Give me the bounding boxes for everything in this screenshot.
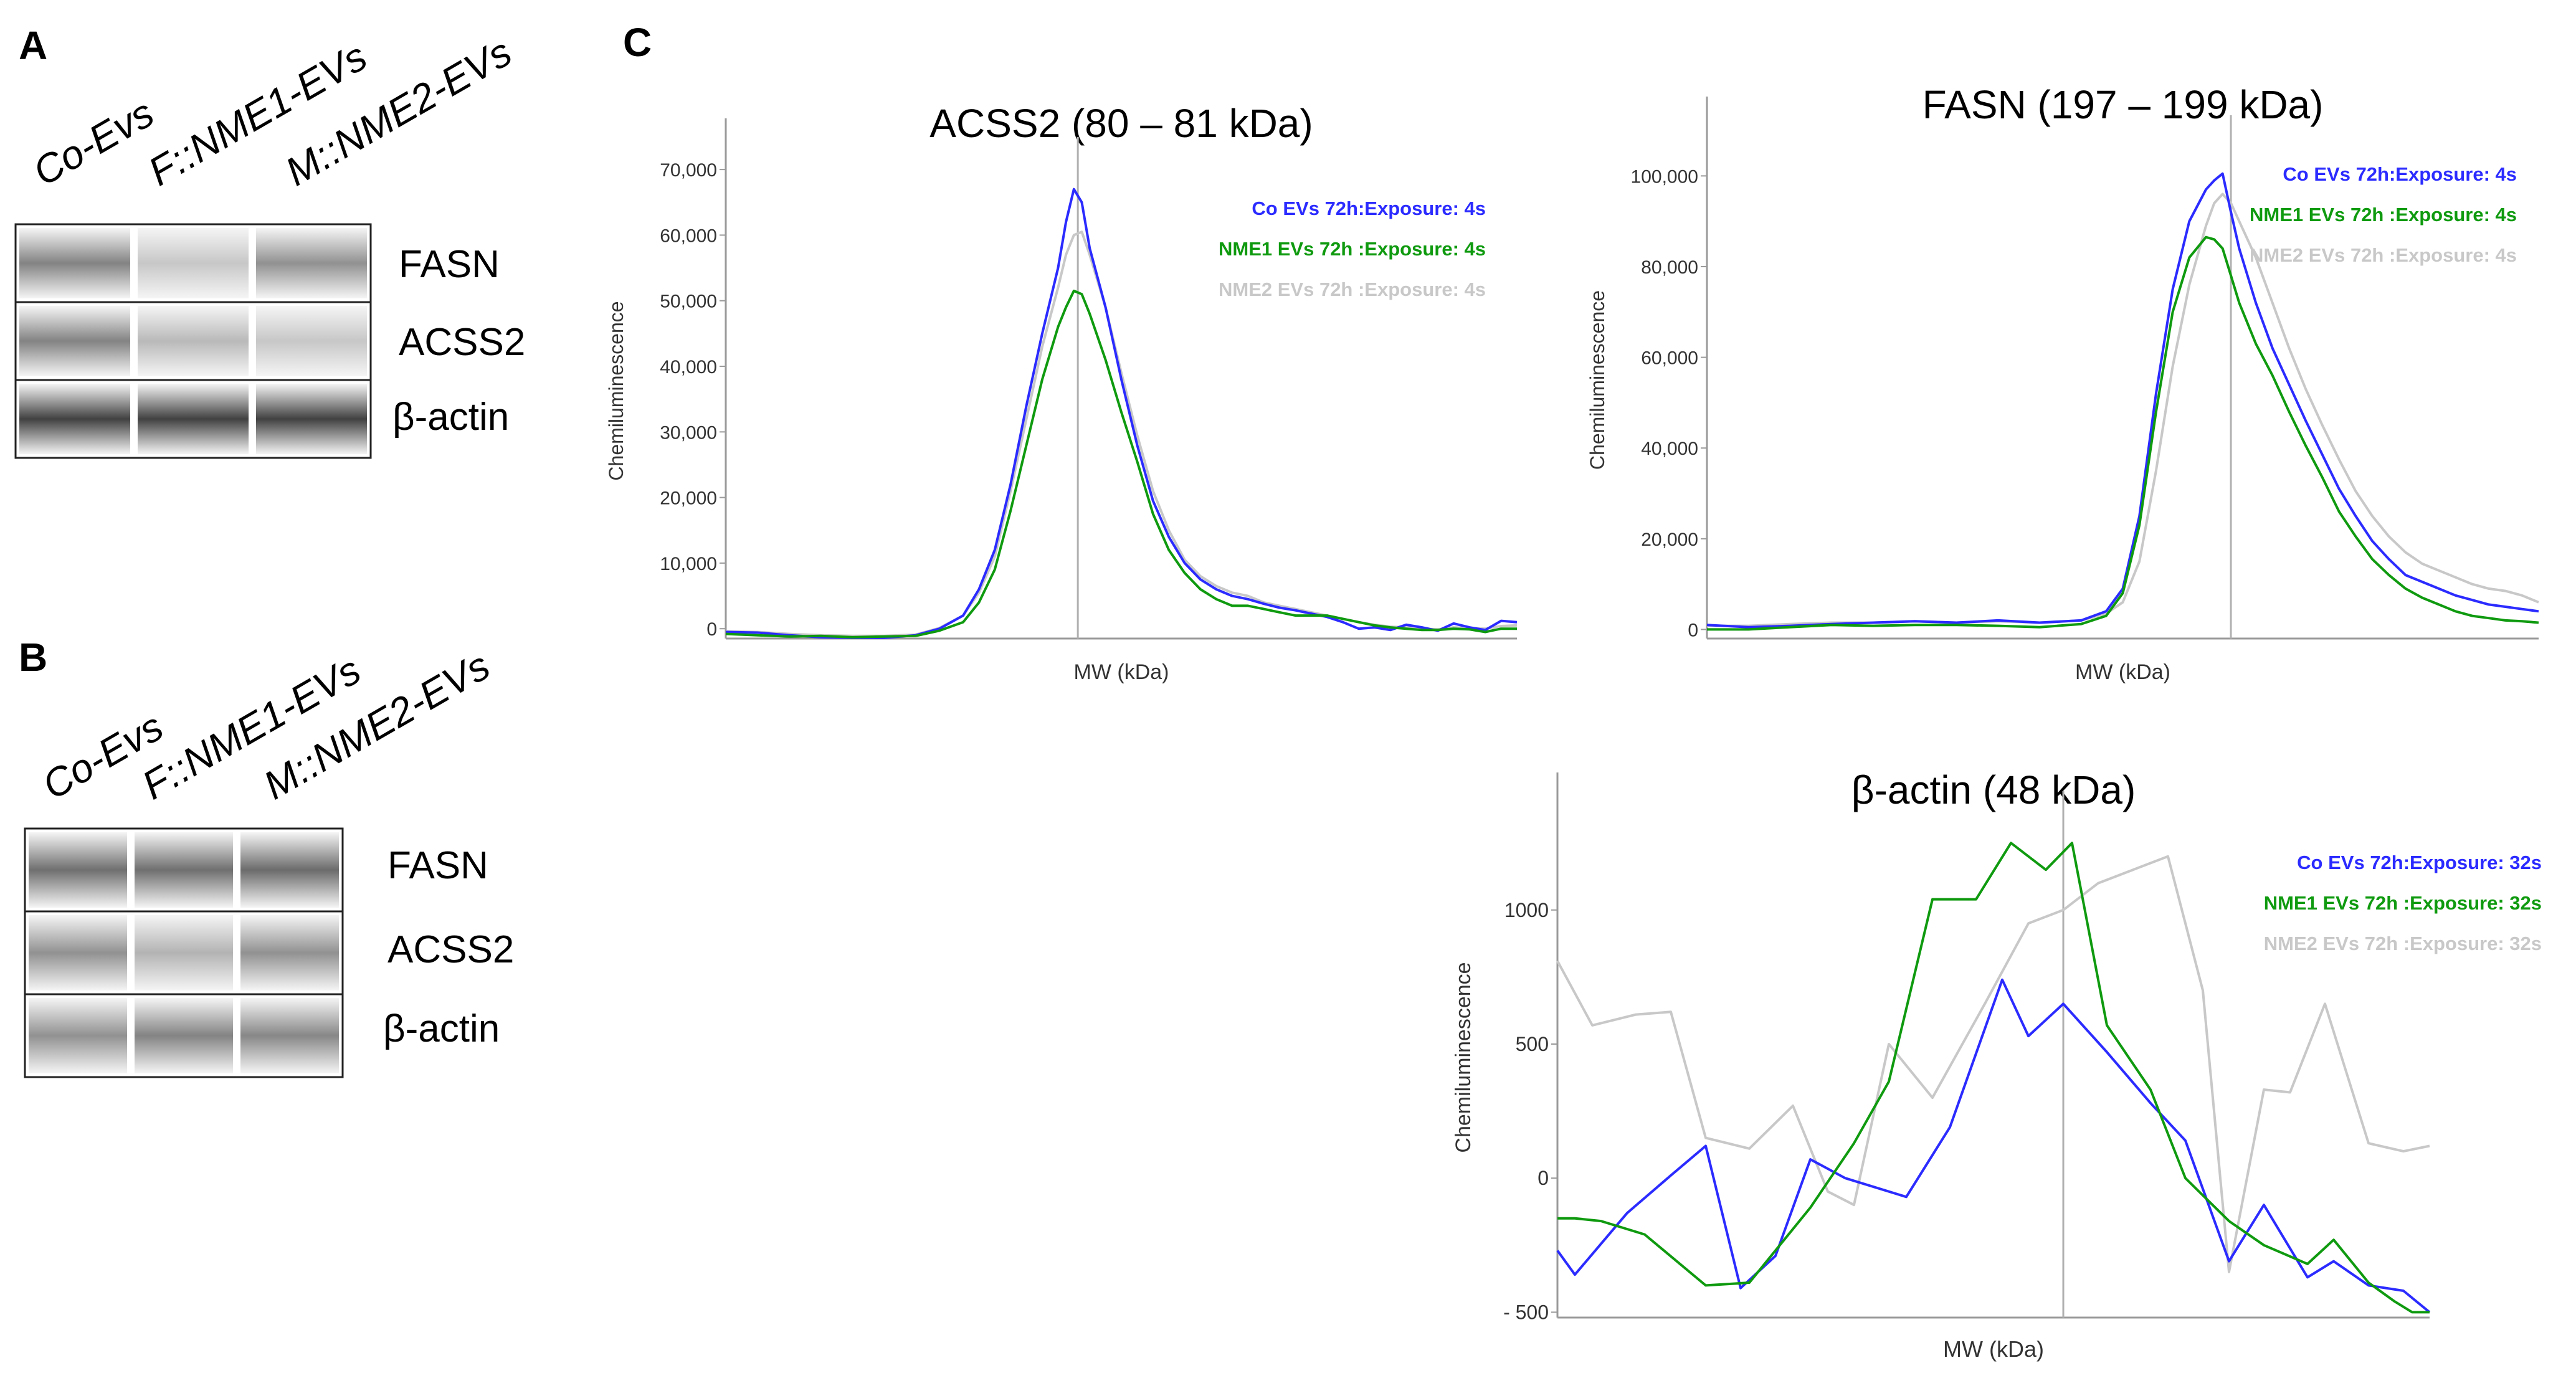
legend-entry-nme2: NME2 EVs 72h :Exposure: 32s <box>2264 933 2542 954</box>
y-tick-label: 1000 <box>1504 899 1549 921</box>
panel-a-band-r3-l3 <box>256 384 367 454</box>
y-axis-label: Chemiluminescence <box>1586 290 1609 470</box>
y-tick-label: 40,000 <box>660 357 717 378</box>
fasn-chart: FASN (197 – 199 kDa) 0 20,000 40,000 60,000 8… <box>1586 82 2539 684</box>
x-axis-label: MW (kDa) <box>1074 660 1169 684</box>
panel-a-blot <box>14 223 372 459</box>
panel-b-band-r1-l2 <box>135 832 233 908</box>
y-tick-label: 50,000 <box>660 292 717 312</box>
legend-entry-nme1: NME1 EVs 72h :Exposure: 4s <box>2250 204 2517 226</box>
panel-b-band-r1-l3 <box>240 832 339 908</box>
panel-a-lane-label-1: Co-Evs <box>26 90 161 194</box>
y-tick-label: - 500 <box>1503 1301 1549 1323</box>
panel-b-band-r3-l1 <box>29 998 127 1073</box>
y-tick-label: 80,000 <box>1641 257 1698 278</box>
y-tick-label: 0 <box>1538 1167 1549 1189</box>
panel-b: B Co-Evs F::NME1-EVs M::NME2-EVs FASN AC… <box>19 635 514 1078</box>
y-axis-label: Chemiluminescence <box>605 301 627 480</box>
panel-c-letter: C <box>623 20 652 65</box>
beta-actin-chart: β-actin (48 kDa) - 500 0 500 1000 Chemilumine… <box>1452 767 2542 1362</box>
panel-b-band-r2-l2 <box>135 915 233 991</box>
x-axis-label: MW (kDa) <box>2075 660 2170 684</box>
y-tick-label: 40,000 <box>1641 439 1698 459</box>
x-axis-label: MW (kDa) <box>1943 1336 2044 1362</box>
panel-a-band-r2-l2 <box>138 306 249 376</box>
panel-a-row-label-2: ACSS2 <box>399 321 525 364</box>
panel-b-letter: B <box>19 635 47 680</box>
panel-a-letter: A <box>19 23 47 68</box>
legend-entry-nme2: NME2 EVs 72h :Exposure: 4s <box>1219 278 1486 300</box>
panel-b-band-r2-l3 <box>240 915 339 991</box>
y-tick-label: 10,000 <box>660 554 717 574</box>
panel-b-row-label-3: β-actin <box>383 1007 500 1050</box>
y-tick-label: 20,000 <box>660 488 717 509</box>
series-line-nme1 <box>1557 842 2430 1314</box>
legend-entry-nme2: NME2 EVs 72h :Exposure: 4s <box>2250 244 2517 266</box>
series-line-nme2 <box>1556 855 2430 1273</box>
panel-a-band-r2-l3 <box>256 306 367 376</box>
series-line-co <box>1706 172 2539 629</box>
panel-b-band-r1-l1 <box>29 832 127 908</box>
panel-a-row-label-1: FASN <box>399 243 500 286</box>
panel-b-band-r2-l1 <box>29 915 127 991</box>
series-line-co <box>1556 978 2431 1313</box>
panel-a-band-r1-l2 <box>138 228 249 298</box>
chart-title: FASN (197 – 199 kDa) <box>1922 82 2324 127</box>
acss2-chart: ACSS2 (80 – 81 kDa) 0 10,000 20,000 30,000 40… <box>605 101 1518 684</box>
panel-a-row-label-3: β-actin <box>392 396 509 439</box>
legend-entry-co: Co EVs 72h:Exposure: 4s <box>1252 197 1486 219</box>
series-line-nme1 <box>1707 235 2539 631</box>
y-tick-label: 70,000 <box>660 160 717 181</box>
series-line-nme1 <box>725 289 1517 639</box>
y-axis-label: Chemiluminescence <box>1452 962 1475 1152</box>
y-tick-label: 100,000 <box>1631 166 1698 187</box>
y-tick-label: 60,000 <box>660 226 717 246</box>
y-tick-label: 60,000 <box>1641 348 1698 369</box>
panel-a-band-r3-l1 <box>19 384 130 454</box>
panel-a-band-r1-l3 <box>256 228 367 298</box>
legend-entry-co: Co EVs 72h:Exposure: 32s <box>2297 852 2542 873</box>
panel-b-blot <box>24 827 344 1078</box>
panel-a-band-r1-l1 <box>19 228 130 298</box>
panel-b-row-label-2: ACSS2 <box>387 928 514 971</box>
panel-a-band-r2-l1 <box>19 306 130 376</box>
y-tick-label: 20,000 <box>1641 530 1698 550</box>
y-tick-label: 30,000 <box>660 422 717 443</box>
y-tick-label: 0 <box>1688 620 1698 640</box>
panel-b-band-r3-l2 <box>135 998 233 1073</box>
legend-entry-co: Co EVs 72h:Exposure: 4s <box>2283 163 2517 185</box>
panel-b-band-r3-l3 <box>240 998 339 1073</box>
panel-a: A Co-Evs F::NME1-EVs M::NME2-EVs FASN AC… <box>14 23 525 459</box>
chart-title: ACSS2 (80 – 81 kDa) <box>929 101 1313 146</box>
panel-a-lane-label-3: M::NME2-EVs <box>278 29 519 194</box>
panel-a-band-r3-l2 <box>138 384 249 454</box>
legend-entry-nme1: NME1 EVs 72h :Exposure: 4s <box>1219 238 1486 260</box>
y-tick-label: 0 <box>706 619 717 640</box>
panel-b-row-label-1: FASN <box>387 844 488 887</box>
y-tick-label: 500 <box>1516 1033 1549 1055</box>
legend-entry-nme1: NME1 EVs 72h :Exposure: 32s <box>2264 892 2542 914</box>
chart-title: β-actin (48 kDa) <box>1851 767 2136 812</box>
